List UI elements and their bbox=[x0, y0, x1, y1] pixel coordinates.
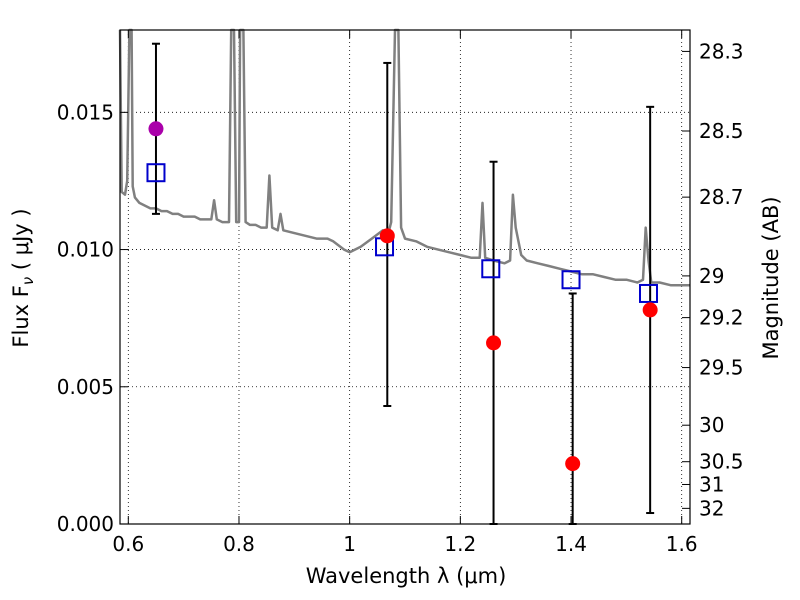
model-band-marker bbox=[146, 163, 166, 183]
observed-point bbox=[379, 228, 395, 244]
y-axis-title-subscript: ν bbox=[19, 277, 37, 285]
model-spectrum-line bbox=[118, 28, 690, 287]
spectrum-layer bbox=[118, 28, 690, 287]
y-axis-title-unit: ( μJy ) bbox=[9, 208, 33, 276]
observed-point bbox=[642, 302, 658, 318]
y2-tick-label: 30 bbox=[699, 413, 724, 437]
model-band-layer bbox=[146, 163, 658, 303]
x-tick-label: 1.2 bbox=[444, 532, 476, 556]
tick-layer: 0.6 0.8 1 1.2 1.4 1.6 0.000 0.005 0.010 0.015 28.3… bbox=[57, 30, 744, 556]
y2-tick-label: 28.3 bbox=[699, 39, 744, 63]
y-axis-title: Flux Fν ( μJy ) bbox=[9, 208, 37, 347]
y2-tick-label: 29 bbox=[699, 264, 724, 288]
observed-point bbox=[148, 121, 164, 137]
model-band-marker bbox=[481, 259, 501, 279]
plot-frame bbox=[119, 29, 691, 525]
y-tick-label: 0.010 bbox=[57, 238, 114, 262]
y2-tick-label: 30.5 bbox=[699, 450, 744, 474]
y2-tick-label: 32 bbox=[699, 496, 724, 520]
y-tick-label: 0.005 bbox=[57, 375, 114, 399]
y-tick-label: 0.000 bbox=[57, 512, 114, 536]
x-axis-title: Wavelength λ (μm) bbox=[306, 564, 507, 588]
x-tick-label: 1 bbox=[343, 532, 356, 556]
model-band-marker bbox=[638, 283, 658, 303]
y2-tick-label: 28.5 bbox=[699, 119, 744, 143]
x-tick-label: 1.4 bbox=[555, 532, 587, 556]
observed-point bbox=[565, 456, 581, 472]
observed-layer bbox=[148, 121, 658, 472]
y2-tick-label: 31 bbox=[699, 472, 724, 496]
grid-layer bbox=[120, 30, 690, 524]
observed-point bbox=[486, 335, 502, 351]
x-tick-label: 0.8 bbox=[223, 532, 255, 556]
secondary-y-axis-title: Magnitude (AB) bbox=[759, 196, 783, 359]
y2-tick-label: 28.7 bbox=[699, 185, 744, 209]
x-tick-label: 0.6 bbox=[112, 532, 144, 556]
y2-tick-label: 29.5 bbox=[699, 356, 744, 380]
model-band-marker bbox=[561, 270, 581, 290]
x-tick-label: 1.6 bbox=[666, 532, 698, 556]
y-axis-title-main: Flux F bbox=[9, 285, 33, 347]
y-tick-label: 0.015 bbox=[57, 100, 114, 124]
y2-tick-label: 29.2 bbox=[699, 306, 744, 330]
